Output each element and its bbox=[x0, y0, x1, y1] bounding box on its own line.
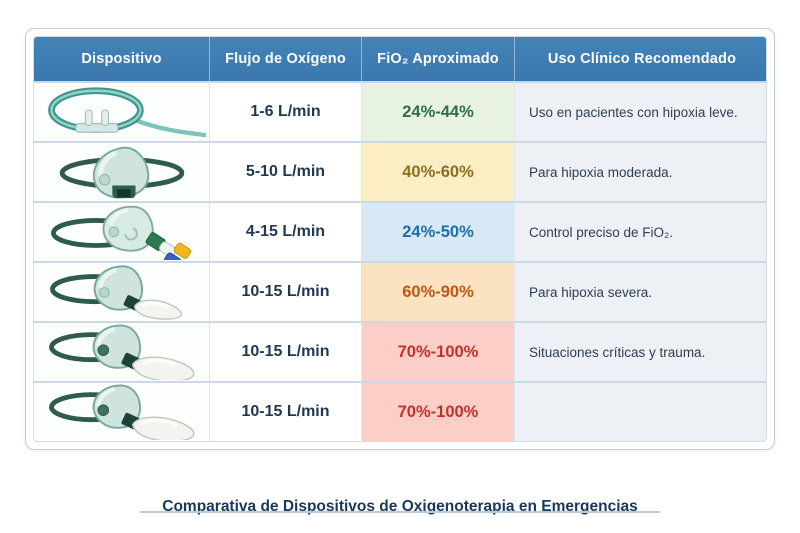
header-label: Flujo de Oxígeno bbox=[225, 51, 346, 67]
clinical-use-cell: Para hipoxia moderada. bbox=[514, 141, 766, 201]
fio2-cell: 40%-60% bbox=[361, 141, 514, 201]
fio2-value: 60%-90% bbox=[402, 282, 474, 301]
flow-cell: 4-15 L/min bbox=[209, 201, 361, 261]
venturi-mask-icon bbox=[38, 204, 206, 260]
flow-value: 1-6 L/min bbox=[250, 103, 321, 120]
fio2-value: 24%-50% bbox=[402, 222, 474, 241]
flow-value: 10-15 L/min bbox=[241, 343, 330, 360]
flow-cell: 1-6 L/min bbox=[209, 81, 361, 141]
comparison-table: Dispositivo Flujo de Oxígeno FiO₂ Aproxi… bbox=[33, 36, 767, 442]
header-cell-0: Dispositivo bbox=[34, 37, 209, 81]
simple-mask-icon bbox=[38, 144, 206, 200]
clinical-use-text: Para hipoxia severa. bbox=[529, 284, 653, 300]
device-cell bbox=[34, 321, 209, 381]
fio2-cell: 60%-90% bbox=[361, 261, 514, 321]
caption-underline bbox=[140, 511, 660, 513]
fio2-cell: 70%-100% bbox=[361, 381, 514, 441]
flow-value: 5-10 L/min bbox=[245, 163, 326, 180]
nasal-cannula-icon bbox=[38, 84, 206, 140]
header-label: Uso Clínico Recomendado bbox=[547, 51, 737, 67]
flow-cell: 10-15 L/min bbox=[209, 381, 361, 441]
header-cell-3: Uso Clínico Recomendado bbox=[514, 37, 766, 81]
clinical-use-cell bbox=[514, 381, 766, 441]
flow-cell: 10-15 L/min bbox=[209, 321, 361, 381]
mask-reservoir-icon bbox=[38, 264, 206, 320]
comparison-table-card: Dispositivo Flujo de Oxígeno FiO₂ Aproxi… bbox=[25, 28, 775, 450]
nonrebreather-icon bbox=[38, 324, 206, 380]
clinical-use-text: Situaciones críticas y trauma. bbox=[529, 344, 706, 360]
nonrebreather-icon bbox=[38, 384, 206, 440]
flow-value: 10-15 L/min bbox=[241, 403, 330, 420]
device-cell bbox=[34, 261, 209, 321]
device-cell bbox=[34, 141, 209, 201]
flow-value: 4-15 L/min bbox=[245, 223, 326, 240]
table-caption: Comparativa de Dispositivos de Oxigenote… bbox=[162, 498, 638, 515]
clinical-use-cell: Control preciso de FiO₂. bbox=[514, 201, 766, 261]
fio2-value: 70%-100% bbox=[397, 342, 479, 361]
flow-cell: 5-10 L/min bbox=[209, 141, 361, 201]
clinical-use-cell: Uso en pacientes con hipoxia leve. bbox=[514, 81, 766, 141]
header-label: FiO₂ Aproximado bbox=[377, 51, 499, 67]
flow-cell: 10-15 L/min bbox=[209, 261, 361, 321]
clinical-use-cell: Situaciones críticas y trauma. bbox=[514, 321, 766, 381]
clinical-use-text: Control preciso de FiO₂. bbox=[529, 224, 674, 240]
fio2-cell: 24%-44% bbox=[361, 81, 514, 141]
fio2-value: 70%-100% bbox=[397, 402, 479, 421]
fio2-cell: 24%-50% bbox=[361, 201, 514, 261]
device-cell bbox=[34, 201, 209, 261]
device-cell bbox=[34, 381, 209, 441]
flow-value: 10-15 L/min bbox=[241, 283, 330, 300]
clinical-use-text: Para hipoxia moderada. bbox=[529, 164, 673, 180]
device-cell bbox=[34, 81, 209, 141]
fio2-cell: 70%-100% bbox=[361, 321, 514, 381]
fio2-value: 40%-60% bbox=[402, 162, 474, 181]
header-cell-2: FiO₂ Aproximado bbox=[361, 37, 514, 81]
clinical-use-text: Uso en pacientes con hipoxia leve. bbox=[529, 104, 738, 120]
header-cell-1: Flujo de Oxígeno bbox=[209, 37, 361, 81]
fio2-value: 24%-44% bbox=[402, 102, 474, 121]
clinical-use-cell: Para hipoxia severa. bbox=[514, 261, 766, 321]
header-label: Dispositivo bbox=[81, 51, 162, 67]
